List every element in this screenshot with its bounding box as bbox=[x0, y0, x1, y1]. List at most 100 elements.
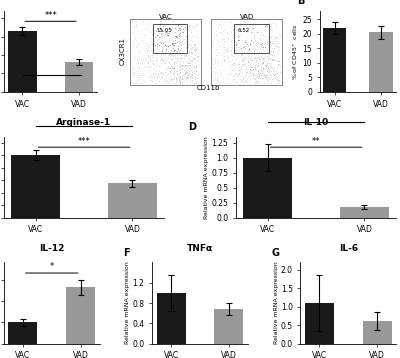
Point bbox=[189, 64, 196, 70]
Point bbox=[145, 59, 151, 65]
Point bbox=[151, 40, 157, 46]
Point bbox=[177, 70, 183, 76]
Text: ***: *** bbox=[44, 11, 57, 20]
Point bbox=[216, 71, 223, 77]
Point bbox=[183, 53, 190, 59]
Point bbox=[153, 37, 160, 43]
Point bbox=[245, 47, 252, 52]
Point bbox=[257, 31, 263, 37]
Point bbox=[180, 76, 186, 82]
Point bbox=[260, 44, 266, 50]
Point bbox=[185, 35, 192, 40]
Point bbox=[173, 76, 180, 81]
Point bbox=[189, 69, 196, 75]
Point bbox=[213, 52, 220, 58]
Point bbox=[252, 66, 258, 71]
Point bbox=[138, 26, 144, 32]
Point bbox=[264, 73, 270, 78]
Point bbox=[174, 55, 180, 61]
Point bbox=[262, 23, 269, 28]
Point bbox=[270, 57, 276, 63]
Point bbox=[168, 63, 174, 69]
Point bbox=[266, 41, 272, 47]
Point bbox=[246, 47, 252, 53]
Point bbox=[268, 78, 274, 84]
Point bbox=[192, 80, 198, 86]
Point bbox=[270, 49, 276, 54]
Point bbox=[173, 34, 180, 40]
Point bbox=[253, 78, 260, 84]
Point bbox=[169, 29, 176, 35]
Point bbox=[263, 63, 269, 68]
Point bbox=[182, 55, 188, 61]
Point bbox=[148, 73, 154, 79]
Point bbox=[184, 72, 190, 78]
Point bbox=[269, 20, 275, 25]
Point bbox=[255, 67, 261, 73]
Point bbox=[139, 71, 145, 76]
Point bbox=[187, 74, 194, 80]
Point bbox=[253, 40, 260, 46]
Point bbox=[261, 23, 267, 29]
Point bbox=[251, 48, 258, 54]
Point bbox=[220, 54, 226, 60]
Point bbox=[130, 79, 136, 84]
Point bbox=[181, 52, 188, 58]
Point bbox=[168, 48, 175, 54]
Point bbox=[147, 35, 154, 41]
Point bbox=[162, 77, 168, 82]
Point bbox=[195, 61, 201, 67]
Point bbox=[272, 72, 279, 77]
Point bbox=[249, 29, 255, 35]
Point bbox=[175, 28, 181, 33]
Point bbox=[171, 73, 178, 78]
Point bbox=[238, 31, 244, 37]
Point bbox=[158, 70, 165, 76]
Point bbox=[130, 29, 136, 35]
Point bbox=[149, 57, 155, 63]
Point bbox=[249, 71, 256, 76]
Point bbox=[265, 20, 271, 25]
Point bbox=[147, 53, 154, 59]
Point bbox=[169, 56, 175, 62]
Point bbox=[164, 30, 170, 35]
Point bbox=[191, 42, 198, 47]
Point bbox=[143, 55, 150, 61]
Point bbox=[150, 54, 156, 60]
Point bbox=[275, 58, 281, 64]
Point bbox=[266, 64, 272, 69]
Point bbox=[149, 27, 155, 33]
Point bbox=[158, 30, 164, 36]
Point bbox=[179, 76, 185, 81]
Point bbox=[268, 52, 275, 58]
Point bbox=[188, 43, 194, 48]
Point bbox=[191, 62, 198, 68]
Point bbox=[262, 49, 268, 55]
Point bbox=[144, 42, 150, 48]
Point bbox=[238, 26, 244, 32]
Point bbox=[174, 52, 181, 58]
Text: CD11b: CD11b bbox=[197, 85, 220, 91]
Point bbox=[181, 71, 188, 77]
Point bbox=[246, 46, 252, 52]
Point bbox=[254, 71, 260, 76]
Point bbox=[260, 59, 266, 65]
Point bbox=[194, 54, 200, 60]
Point bbox=[151, 39, 158, 44]
Point bbox=[158, 57, 164, 62]
Point bbox=[154, 32, 160, 38]
Point bbox=[265, 78, 271, 84]
Point bbox=[136, 65, 142, 71]
Point bbox=[182, 62, 189, 68]
Point bbox=[230, 27, 236, 33]
Point bbox=[242, 78, 249, 84]
Point bbox=[233, 79, 239, 85]
Point bbox=[174, 43, 181, 49]
Point bbox=[255, 19, 262, 25]
Point bbox=[175, 45, 181, 50]
Point bbox=[248, 76, 255, 82]
Point bbox=[246, 59, 252, 65]
Point bbox=[259, 71, 266, 77]
Point bbox=[182, 71, 189, 76]
Point bbox=[220, 67, 226, 73]
